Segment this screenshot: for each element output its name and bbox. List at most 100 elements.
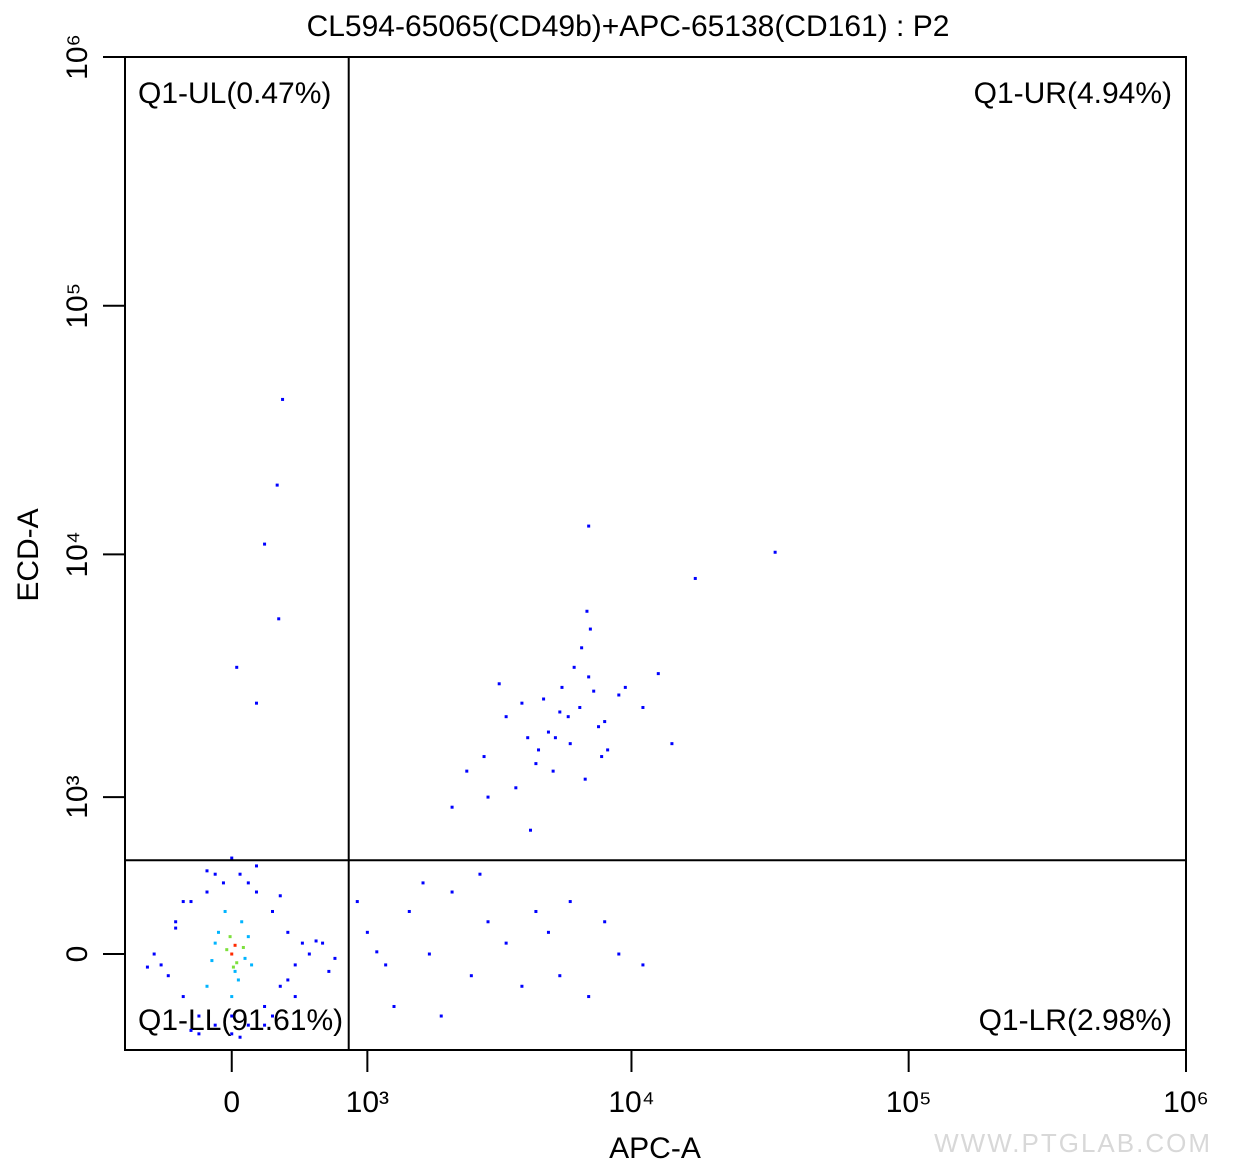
point (145, 965, 149, 969)
point (486, 920, 490, 924)
point (597, 725, 601, 729)
point (641, 963, 645, 967)
watermark: WWW.PTGLAB.COM (934, 1128, 1212, 1158)
point (578, 705, 582, 709)
point (450, 805, 454, 809)
point (384, 963, 388, 967)
point (603, 920, 607, 924)
quadrant-label: Q1-UR(4.94%) (974, 77, 1172, 110)
point (588, 627, 592, 631)
point (270, 909, 274, 913)
point (560, 685, 564, 689)
point (216, 930, 220, 934)
point (278, 894, 282, 898)
point (281, 397, 285, 401)
point (235, 665, 239, 669)
point (213, 872, 217, 876)
point (314, 939, 318, 943)
point (580, 646, 584, 650)
point (592, 689, 596, 693)
point (213, 1023, 217, 1027)
point (213, 941, 217, 945)
point (585, 609, 589, 613)
point (230, 1014, 234, 1018)
point (587, 675, 591, 679)
point (246, 935, 250, 939)
point (600, 755, 604, 759)
point (263, 542, 267, 546)
point (375, 950, 379, 954)
point (230, 952, 234, 956)
y-tick-label: 10⁶ (61, 34, 94, 80)
point (482, 755, 486, 759)
point (205, 869, 209, 873)
point (181, 900, 185, 904)
point (246, 881, 250, 885)
point (254, 890, 258, 894)
point (450, 890, 454, 894)
point (773, 550, 777, 554)
point (286, 978, 290, 982)
point (205, 984, 209, 988)
point (236, 978, 240, 982)
point (286, 930, 290, 934)
point (551, 769, 555, 773)
point (656, 672, 660, 676)
point (254, 864, 258, 868)
point (537, 748, 541, 752)
point (542, 697, 546, 701)
point (514, 786, 518, 790)
point (225, 948, 229, 952)
point (469, 974, 473, 978)
point (693, 576, 697, 580)
point (497, 682, 501, 686)
point (504, 941, 508, 945)
point (572, 665, 576, 669)
point (275, 483, 279, 487)
point (333, 956, 337, 960)
point (546, 730, 550, 734)
point (250, 963, 254, 967)
y-tick-label: 10⁵ (61, 283, 94, 329)
point (465, 769, 469, 773)
point (355, 900, 359, 904)
point (241, 945, 245, 949)
plot-frame (124, 56, 1187, 1051)
point (210, 959, 214, 963)
x-tick-label: 0 (223, 1086, 240, 1119)
point (235, 961, 239, 965)
point (243, 956, 247, 960)
x-tick-label: 10⁴ (608, 1086, 654, 1119)
point (189, 900, 193, 904)
point (478, 872, 482, 876)
point (270, 1014, 274, 1018)
point (263, 1004, 267, 1008)
point (174, 920, 178, 924)
quadrant-label: Q1-LR(2.98%) (979, 1004, 1172, 1037)
point (587, 995, 591, 999)
point (307, 952, 311, 956)
point (486, 795, 490, 799)
point (166, 974, 170, 978)
point (230, 856, 234, 860)
point (617, 693, 621, 697)
point (427, 952, 431, 956)
point (233, 943, 237, 947)
point (407, 909, 411, 913)
point (439, 1014, 443, 1018)
point (293, 963, 297, 967)
point (529, 828, 533, 832)
point (670, 742, 674, 746)
point (152, 952, 156, 956)
x-tick-label: 10⁶ (1163, 1086, 1209, 1119)
point (205, 890, 209, 894)
point (230, 1032, 234, 1036)
point (159, 963, 163, 967)
point (566, 715, 570, 719)
point (254, 701, 258, 705)
point (421, 881, 425, 885)
x-axis-label: APC-A (609, 1132, 701, 1165)
y-tick-label: 10⁴ (61, 531, 94, 577)
point (520, 984, 524, 988)
